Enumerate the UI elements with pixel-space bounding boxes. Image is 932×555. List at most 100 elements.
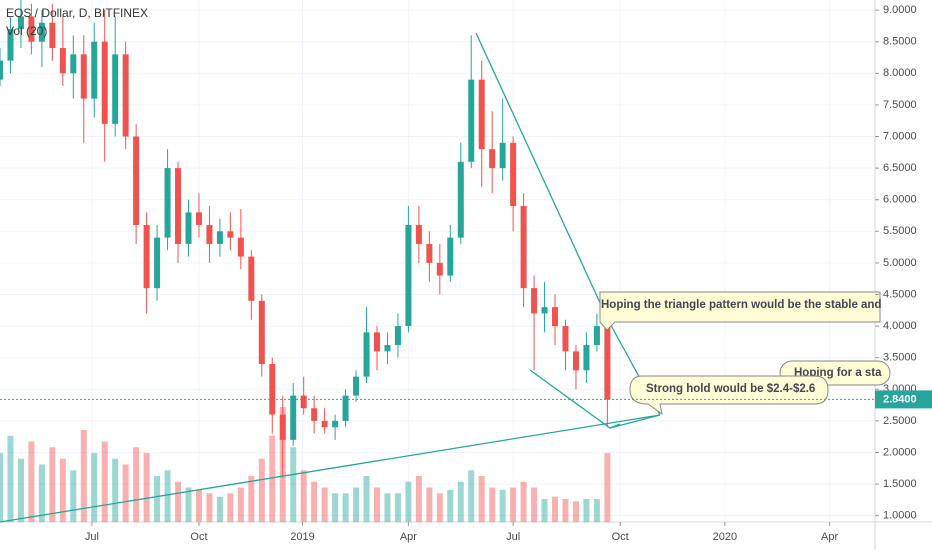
y-tick-label: 1.5000 — [883, 478, 917, 490]
volume-bar — [332, 493, 339, 522]
volume-bar — [290, 447, 297, 522]
volume-bar — [133, 447, 140, 522]
volume-bar — [447, 489, 454, 522]
candle-body — [583, 345, 590, 371]
candle-body — [311, 408, 318, 421]
volume-bar — [112, 458, 119, 522]
volume-bar — [164, 470, 171, 522]
volume-bar — [604, 453, 611, 522]
y-tick-label: 2.5000 — [883, 415, 917, 427]
apex-line — [609, 423, 621, 429]
volume-bar — [373, 487, 380, 522]
candle-body — [248, 256, 255, 301]
candle-body — [531, 288, 538, 314]
volume-bar — [7, 435, 14, 522]
candle-body — [80, 54, 87, 99]
candle-body — [133, 136, 140, 225]
volume-bar — [227, 493, 234, 522]
x-tick-label: Jul — [85, 531, 99, 543]
volume-label: Vol (20) — [6, 24, 47, 38]
volume-bar — [59, 458, 66, 522]
candle-body — [216, 231, 223, 244]
volume-bar — [394, 493, 401, 522]
volume-bar — [195, 489, 202, 522]
y-tick-label: 8.0000 — [883, 67, 917, 79]
volume-bar — [122, 464, 129, 522]
candle-body — [290, 395, 297, 440]
candle-body — [101, 41, 108, 124]
volume-bar — [510, 487, 517, 522]
candle-body — [91, 41, 98, 99]
volume-bar — [216, 496, 223, 522]
candle-body — [7, 29, 14, 61]
x-tick-label: Jul — [506, 531, 520, 543]
y-tick-label: 5.5000 — [883, 225, 917, 237]
x-tick-label: 2020 — [713, 531, 737, 543]
callout-box — [599, 291, 881, 331]
y-tick-label: 7.0000 — [883, 130, 917, 142]
candle-body — [227, 231, 234, 238]
volume-bar — [237, 487, 244, 522]
volume-bar — [28, 441, 35, 522]
candle-body — [342, 395, 349, 421]
volume-bar — [478, 476, 485, 522]
volume-bar — [143, 453, 150, 522]
candle-body — [384, 345, 391, 352]
candle-body — [520, 206, 527, 289]
candle-body — [593, 326, 600, 346]
candle-body — [426, 243, 433, 263]
candle-body — [143, 224, 150, 289]
y-tick-label: 2.0000 — [883, 446, 917, 458]
volume-bar — [342, 493, 349, 522]
volume-bar — [384, 493, 391, 522]
volume-bar — [363, 476, 370, 522]
candle-body — [185, 212, 192, 244]
volume-bar — [531, 487, 538, 522]
candle-body — [321, 420, 328, 428]
candle-body — [122, 54, 129, 137]
volume-bar — [426, 487, 433, 522]
volume-bar — [321, 487, 328, 522]
candle-body — [237, 237, 244, 257]
volume-bar — [0, 453, 3, 522]
candle-body — [436, 262, 443, 276]
candle-body — [279, 414, 286, 440]
volume-bar — [520, 481, 527, 522]
x-tick-label: Oct — [190, 531, 207, 543]
x-tick-label: Apr — [400, 531, 417, 543]
candle-body — [478, 79, 485, 150]
candle-body — [112, 54, 119, 124]
candle-body — [541, 307, 548, 314]
callout-box — [629, 375, 829, 416]
chart-title: EOS / Dollar, D, BITFINEX — [6, 6, 148, 20]
volume-bar — [70, 470, 77, 522]
volume-bar — [17, 458, 24, 522]
candle-body — [468, 79, 475, 162]
candle-body — [164, 168, 171, 238]
candle-body — [258, 300, 265, 365]
candle-body — [332, 420, 339, 428]
volume-bar — [80, 430, 87, 522]
volume-bar — [269, 435, 276, 522]
candle-body — [405, 224, 412, 327]
volume-bar — [593, 499, 600, 522]
candle-body — [510, 142, 517, 207]
y-tick-label: 1.0000 — [883, 510, 917, 522]
candle-body — [38, 22, 45, 42]
volume-bar — [489, 487, 496, 522]
candle-body — [572, 351, 579, 371]
volume-bar — [457, 481, 464, 522]
volume-bar — [101, 441, 108, 522]
candle-body — [562, 326, 569, 352]
candle-body — [373, 332, 380, 352]
volume-bar — [91, 453, 98, 522]
volume-bar — [353, 487, 360, 522]
candle-body — [415, 224, 422, 244]
candle-body — [206, 224, 213, 244]
volume-bar — [175, 481, 182, 522]
candle-body — [0, 60, 3, 80]
callouts: Hoping the triangle pattern would be the… — [599, 291, 891, 416]
volume-pane — [0, 407, 611, 522]
